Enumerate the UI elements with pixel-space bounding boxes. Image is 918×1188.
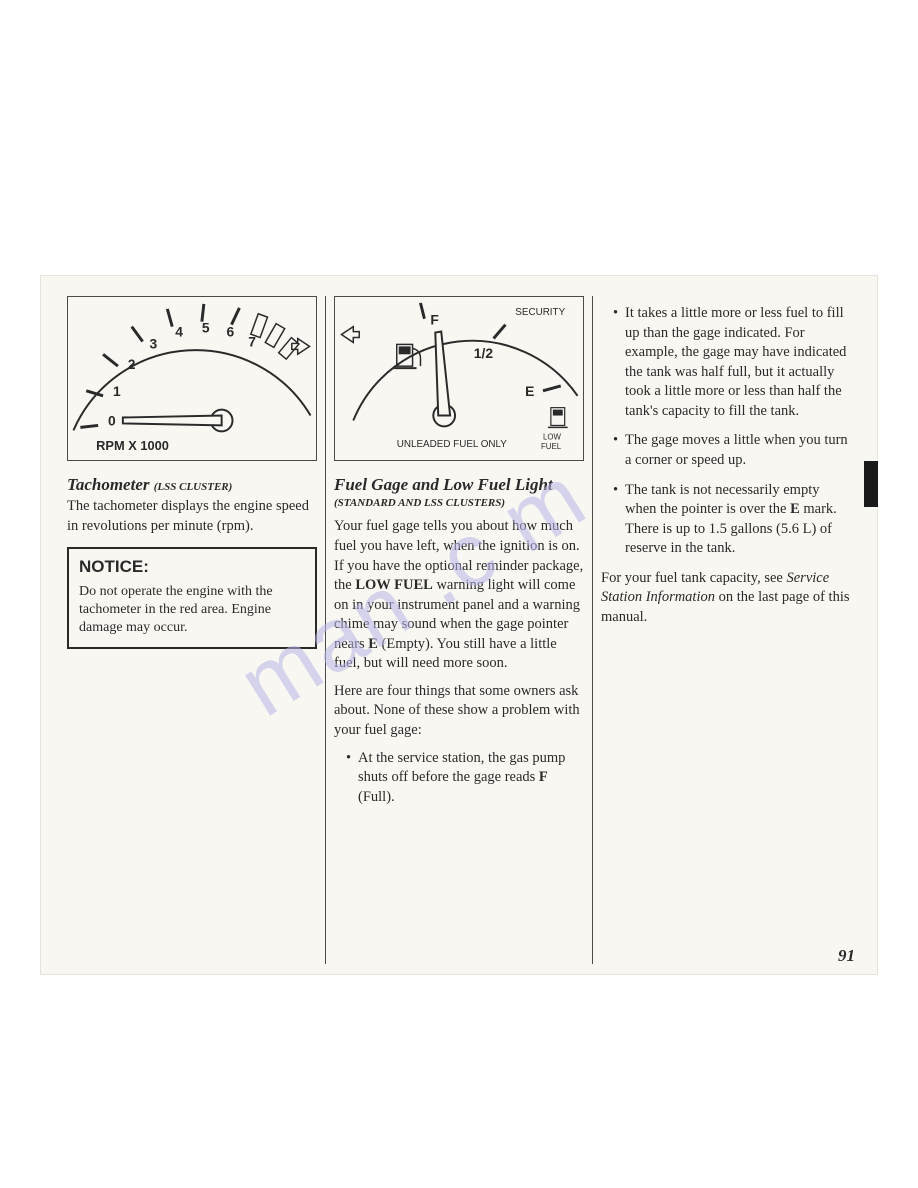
svg-text:1: 1 (113, 383, 121, 399)
tachometer-heading: Tachometer (LSS CLUSTER) (67, 475, 317, 495)
svg-text:UNLEADED FUEL ONLY: UNLEADED FUEL ONLY (397, 439, 508, 450)
tachometer-illustration: 0 1 2 3 4 5 6 7 (67, 296, 317, 461)
fuel-paragraph-1: Your fuel gage tells you about how much … (334, 517, 584, 674)
svg-text:SECURITY: SECURITY (515, 307, 565, 318)
fuel-gauge-illustration: SECURITY F 1/2 E (334, 296, 584, 461)
svg-text:FUEL: FUEL (541, 442, 562, 451)
manual-page: 0 1 2 3 4 5 6 7 (40, 275, 878, 975)
svg-text:2: 2 (128, 356, 136, 372)
tachometer-body: The tachometer displays the engine speed… (67, 497, 317, 536)
column-3: It takes a little more or less fuel to f… (593, 296, 859, 964)
svg-text:5: 5 (202, 320, 210, 336)
svg-text:4: 4 (175, 324, 183, 340)
list-item: The gage moves a little when you turn a … (613, 431, 851, 470)
svg-text:1/2: 1/2 (474, 345, 494, 361)
svg-text:E: E (525, 383, 534, 399)
list-item: At the service station, the gas pump shu… (346, 749, 584, 808)
fuel-gage-heading: Fuel Gage and Low Fuel Light (334, 475, 584, 495)
closing-paragraph: For your fuel tank capacity, see Service… (601, 569, 851, 628)
fuel-bullet-list-1: At the service station, the gas pump shu… (334, 749, 584, 808)
list-item: The tank is not necessarily empty when t… (613, 481, 851, 559)
svg-text:F: F (430, 312, 438, 328)
notice-title: NOTICE: (79, 557, 305, 577)
list-item: It takes a little more or less fuel to f… (613, 304, 851, 421)
fuel-gage-subheading: (STANDARD AND LSS CLUSTERS) (334, 497, 584, 509)
svg-text:6: 6 (227, 324, 235, 340)
page-number: 91 (838, 946, 855, 966)
rpm-label: RPM X 1000 (96, 438, 169, 453)
column-1: 0 1 2 3 4 5 6 7 (59, 296, 326, 964)
svg-text:LOW: LOW (543, 432, 562, 441)
svg-text:0: 0 (108, 412, 116, 428)
fuel-paragraph-2: Here are four things that some owners as… (334, 682, 584, 741)
svg-text:3: 3 (150, 335, 158, 351)
notice-text: Do not operate the engine with the tacho… (79, 583, 305, 638)
column-2: SECURITY F 1/2 E (326, 296, 593, 964)
fuel-bullet-list-2: It takes a little more or less fuel to f… (601, 304, 851, 559)
edge-tab (864, 461, 878, 507)
notice-box: NOTICE: Do not operate the engine with t… (67, 547, 317, 650)
